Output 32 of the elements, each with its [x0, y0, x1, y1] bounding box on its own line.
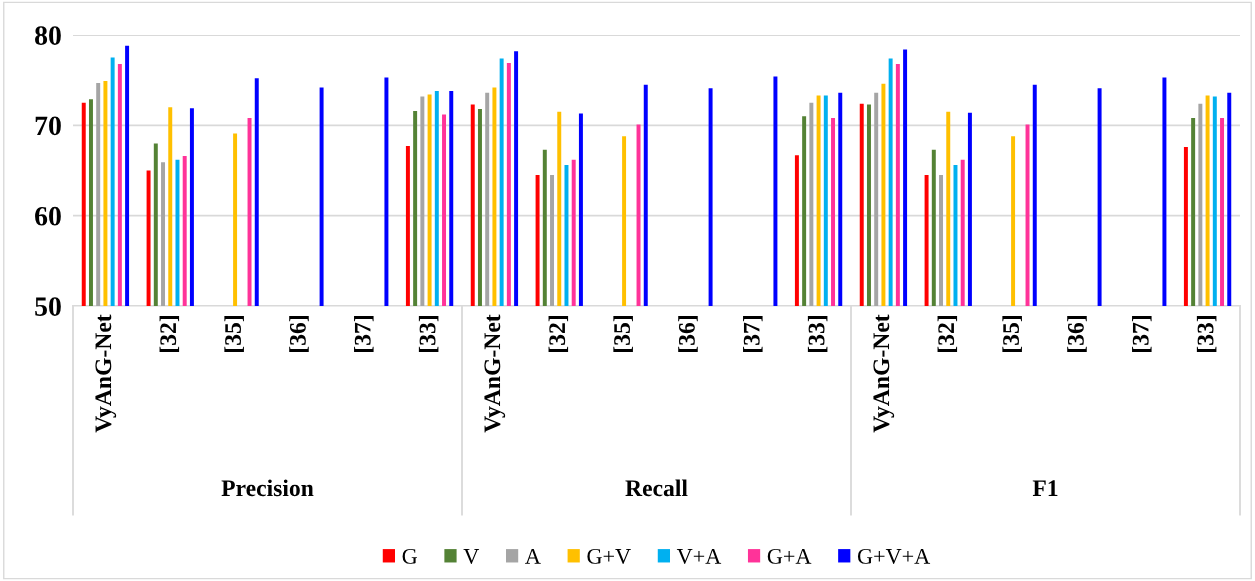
y-tick-label: 60 [35, 206, 61, 226]
x-tick-label: [35] [224, 316, 244, 352]
x-tick-label: [32] [159, 316, 180, 352]
y-tick-label: 70 [35, 116, 61, 136]
legend-label: A [525, 548, 541, 564]
text: Recall [625, 479, 688, 497]
legend-label: G+V [587, 548, 631, 564]
legend-label: G+A [767, 548, 812, 564]
x-tick-label: [37] [354, 316, 374, 352]
x-tick-label: [37] [1132, 316, 1152, 352]
x-tick-label: [32] [548, 316, 569, 352]
x-tick-label: [32] [937, 316, 958, 352]
x-tick-label: [36] [1067, 316, 1087, 352]
y-tick-label: 80 [35, 26, 61, 45]
legend-label: G+V+A [857, 548, 931, 564]
x-tick-label: [37] [743, 316, 763, 352]
legend-label: G [402, 548, 418, 564]
x-tick-label: [36] [678, 316, 698, 352]
x-tick-label: VyAnG-Net [873, 314, 895, 433]
legend-label: V+A [676, 548, 722, 564]
x-tick-label: [33] [418, 316, 439, 352]
legend-label: V [463, 549, 480, 564]
text: Precision [221, 479, 314, 497]
x-tick-label: [33] [1196, 316, 1217, 352]
x-tick-label: [33] [807, 316, 828, 352]
x-tick-label: [35] [613, 316, 633, 352]
x-tick-label: VyAnG-Net [484, 314, 506, 433]
text: F1 [1032, 480, 1058, 496]
x-tick-label: [35] [1002, 316, 1022, 352]
x-tick-label: VyAnG-Net [95, 314, 117, 433]
x-tick-label: [36] [289, 316, 309, 352]
y-tick-label: 50 [35, 297, 61, 316]
